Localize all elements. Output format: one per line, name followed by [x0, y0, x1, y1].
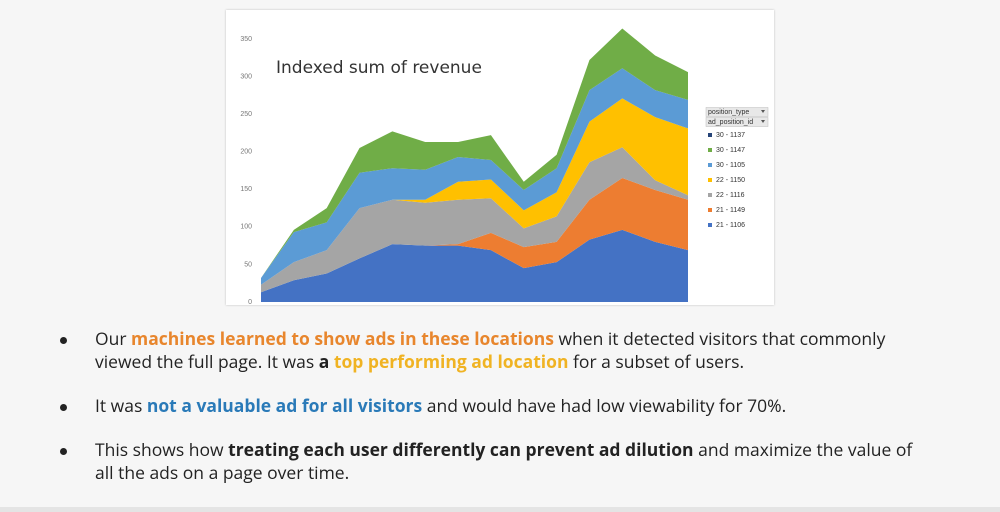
- highlight: machines learned to show ads in these lo…: [131, 327, 554, 351]
- bullet-list: Our machines learned to show ads in thes…: [55, 328, 935, 506]
- text: when it detected visitors that commonly …: [95, 327, 886, 374]
- legend-label: 30 - 1105: [716, 162, 745, 169]
- legend-swatch: [708, 208, 712, 212]
- legend-header: position_type: [708, 109, 749, 116]
- legend-label: 22 - 1150: [716, 177, 745, 184]
- y-tick-label: 350: [240, 36, 252, 43]
- y-tick-label: 150: [240, 186, 252, 193]
- bold: treating each user differently can preve…: [228, 438, 694, 462]
- legend-label: 30 - 1147: [716, 147, 745, 154]
- text: It was: [95, 394, 147, 418]
- y-tick-label: 300: [240, 73, 252, 80]
- legend-label: 22 - 1116: [716, 192, 745, 199]
- footer-bar: [0, 507, 1000, 512]
- bullet: This shows how treating each user differ…: [55, 439, 935, 485]
- area: [261, 147, 688, 293]
- bullet: It was not a valuable ad for all visitor…: [55, 395, 935, 418]
- legend-swatch: [708, 178, 712, 182]
- y-tick-label: 0: [248, 299, 252, 305]
- text: This shows how: [95, 438, 229, 462]
- area: [261, 229, 688, 302]
- legend-header: ad_position_id: [708, 119, 753, 126]
- y-tick-label: 50: [244, 261, 252, 268]
- y-tick-label: 200: [240, 149, 252, 156]
- filter-icon: [761, 120, 765, 123]
- legend-header-box: [705, 107, 769, 117]
- legend-swatch: [708, 148, 712, 152]
- text: Our: [95, 327, 132, 351]
- chart: Indexed sum of revenue 0 50 100 150 200 250 30…: [226, 10, 774, 305]
- legend-label: 21 - 1106: [716, 222, 745, 229]
- y-tick-label: 250: [240, 111, 252, 118]
- legend-swatch: [708, 163, 712, 167]
- bold: a: [318, 350, 330, 374]
- legend-label: 30 - 1137: [716, 132, 745, 139]
- filter-icon: [761, 110, 765, 113]
- area: [261, 68, 688, 285]
- legend-swatch: [708, 133, 712, 137]
- plot: [261, 28, 688, 302]
- legend-swatch: [708, 223, 712, 227]
- area: [261, 178, 688, 293]
- chart-title: Indexed sum of revenue: [276, 58, 482, 78]
- area: [261, 98, 688, 285]
- bullet: Our machines learned to show ads in thes…: [55, 328, 935, 374]
- area: [261, 28, 688, 278]
- text: and would have had low viewability for 7…: [422, 394, 787, 418]
- legend-header-box: [705, 117, 769, 127]
- legend-swatch: [708, 193, 712, 197]
- legend-label: 21 - 1149: [716, 207, 745, 214]
- text: for a subset of users.: [568, 350, 745, 374]
- y-tick-label: 100: [240, 224, 252, 231]
- highlight: top performing ad location: [333, 350, 569, 374]
- text: and maximize the value of all the ads on…: [95, 438, 913, 485]
- highlight: not a valuable ad for all visitors: [146, 394, 423, 418]
